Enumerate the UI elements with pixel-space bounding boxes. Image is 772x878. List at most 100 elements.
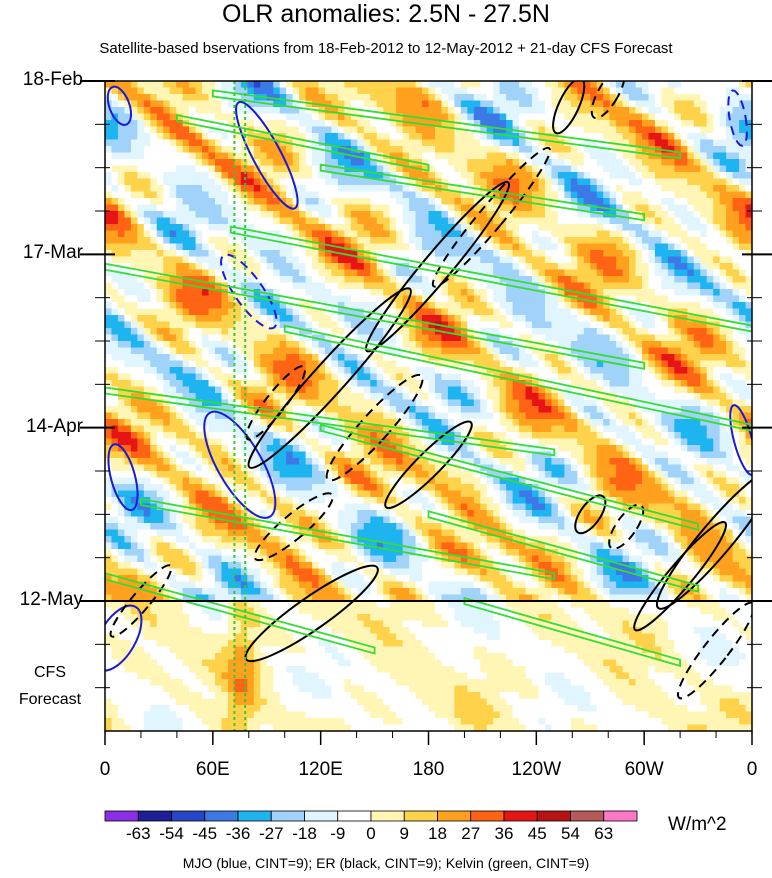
olr-cell [189, 256, 196, 264]
olr-cell [551, 302, 559, 309]
olr-cell [583, 133, 591, 140]
olr-cell [247, 399, 255, 407]
olr-cell [544, 159, 552, 166]
olr-cell [260, 263, 268, 270]
olr-cell [642, 243, 649, 251]
olr-cell [169, 107, 177, 114]
olr-cell [654, 399, 662, 407]
olr-cell [195, 380, 203, 387]
olr-cell [596, 393, 604, 400]
olr-cell [389, 107, 397, 114]
olr-cell [726, 393, 733, 400]
olr-cell [305, 321, 313, 329]
olr-cell [447, 107, 455, 114]
olr-cell [422, 172, 429, 179]
olr-cell [227, 198, 235, 205]
olr-cell [454, 113, 462, 121]
olr-cell [312, 399, 319, 407]
olr-cell [532, 185, 539, 192]
olr-cell [299, 100, 306, 108]
olr-cell [305, 224, 313, 231]
olr-cell [609, 380, 617, 387]
olr-cell [150, 191, 158, 199]
olr-cell [299, 256, 306, 264]
olr-cell [674, 256, 682, 264]
olr-cell [299, 113, 306, 121]
olr-cell [687, 393, 695, 400]
olr-cell [124, 276, 132, 283]
olr-cell [642, 367, 649, 374]
olr-cell [182, 269, 190, 277]
olr-cell [273, 146, 281, 153]
olr-cell [105, 178, 112, 186]
olr-cell [240, 341, 248, 348]
olr-cell [124, 373, 132, 381]
olr-cell [486, 328, 494, 335]
olr-cell [486, 354, 494, 361]
olr-cell [370, 237, 378, 244]
olr-cell [622, 243, 630, 251]
olr-cell [234, 172, 242, 179]
olr-cell [169, 94, 177, 101]
olr-cell [745, 302, 752, 309]
olr-cell [253, 276, 261, 283]
olr-cell [700, 347, 708, 355]
olr-cell [525, 321, 533, 329]
olr-cell [570, 94, 578, 101]
olr-cell [629, 217, 636, 225]
olr-cell [667, 237, 675, 244]
olr-cell [512, 269, 520, 277]
olr-cell [654, 315, 662, 322]
olr-cell [163, 87, 171, 95]
olr-cell [519, 315, 526, 322]
olr-cell [415, 191, 423, 199]
olr-cell [350, 263, 358, 270]
olr-cell [221, 172, 229, 179]
olr-cell [260, 276, 268, 283]
olr-cell [642, 126, 649, 134]
olr-cell [402, 367, 410, 374]
olr-cell [512, 172, 520, 179]
olr-cell [383, 165, 391, 173]
olr-cell [111, 230, 119, 238]
olr-cell [434, 386, 442, 394]
olr-cell [428, 373, 436, 381]
olr-cell [312, 289, 319, 296]
olr-cell [700, 133, 708, 140]
olr-cell [499, 295, 507, 303]
olr-cell [428, 107, 436, 114]
olr-cell [383, 347, 391, 355]
olr-cell [402, 120, 410, 127]
olr-cell [609, 159, 617, 166]
olr-cell [739, 393, 746, 400]
olr-cell [667, 133, 675, 140]
olr-cell [227, 126, 235, 134]
olr-cell [706, 295, 714, 303]
olr-cell [422, 308, 429, 316]
olr-cell [732, 120, 740, 127]
olr-cell [273, 211, 281, 218]
olr-cell [726, 282, 733, 290]
olr-cell [693, 295, 701, 303]
olr-cell [344, 373, 352, 381]
olr-cell [486, 159, 494, 166]
olr-cell [745, 334, 752, 342]
olr-cell [227, 347, 235, 355]
olr-cell [344, 263, 352, 270]
olr-cell [318, 94, 326, 101]
olr-cell [499, 321, 507, 329]
olr-cell [570, 133, 578, 140]
olr-cell [532, 87, 539, 95]
olr-cell [544, 380, 552, 387]
olr-cell [616, 367, 623, 374]
olr-cell [376, 334, 384, 342]
olr-cell [389, 380, 397, 387]
olr-cell [590, 224, 598, 231]
olr-cell [583, 263, 591, 270]
olr-cell [642, 165, 649, 173]
olr-cell [557, 334, 565, 342]
olr-cell [629, 198, 636, 205]
olr-cell [493, 302, 501, 309]
olr-cell [292, 126, 300, 134]
olr-cell [234, 243, 242, 251]
